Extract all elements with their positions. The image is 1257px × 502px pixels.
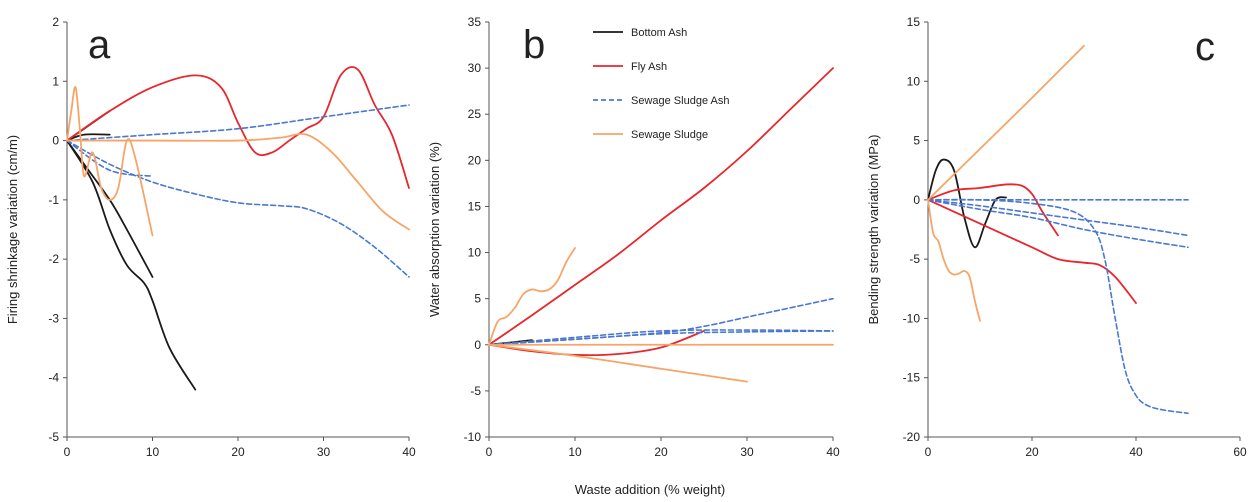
legend: Bottom Ash Fly Ash Sewage Sludge Ash Sewage… — [593, 27, 729, 141]
legend-label: Bottom Ash — [631, 27, 687, 39]
panel-b: -10 -5 0 5 10 15 20 25 30 35 0 10 20 30 40 Water absorp… — [427, 15, 840, 459]
series-line-sewage-sludge — [66, 86, 154, 237]
y-tick-label: 20 — [468, 153, 482, 167]
x-tick-label: 40 — [1129, 445, 1143, 459]
legend-label: Sewage Sludge — [631, 129, 708, 141]
panel-letter: c — [1195, 25, 1215, 69]
series-line-fly-ash — [66, 66, 410, 189]
y-tick-label: 30 — [468, 61, 482, 75]
series-line-sewage-sludge — [488, 247, 576, 346]
series-line-sewage-sludge — [66, 133, 410, 231]
series-line-sewage-sludge-ash — [927, 199, 1189, 237]
series-line-sewage-sludge — [927, 44, 1085, 201]
series-line-fly-ash — [488, 330, 705, 357]
y-tick-label: -20 — [903, 430, 921, 444]
y-tick-label: 5 — [913, 134, 920, 148]
y-tick-label: 15 — [468, 199, 482, 213]
y-tick-label: 2 — [52, 15, 59, 29]
series-line-sewage-sludge-ash — [488, 330, 834, 346]
panel-letter: b — [523, 23, 545, 67]
y-axis-label: Bending strength variation (MPa) — [866, 134, 881, 324]
series-line-sewage-sludge-ash — [66, 104, 410, 142]
y-tick-label: -15 — [903, 371, 921, 385]
y-tick-label: -5 — [48, 430, 59, 444]
x-tick-label: 0 — [486, 445, 493, 459]
series-line-sewage-sludge-ash — [488, 329, 834, 346]
y-tick-label: -3 — [48, 311, 59, 325]
y-tick-label: -10 — [464, 430, 482, 444]
series-line-sewage-sludge-ash — [488, 297, 834, 346]
legend-item: Sewage Sludge — [593, 129, 708, 141]
x-tick-label: 40 — [402, 445, 416, 459]
y-tick-label: -5 — [909, 252, 920, 266]
x-tick-label: 20 — [231, 445, 245, 459]
legend-item: Sewage Sludge Ash — [593, 95, 729, 107]
y-tick-label: -2 — [48, 252, 59, 266]
y-axis-label: Firing shrinkage variation (cm/m) — [5, 135, 20, 324]
series-line-sewage-sludge-ash — [66, 139, 410, 278]
series-line-sewage-sludge — [488, 343, 748, 383]
y-tick-label: -5 — [470, 384, 481, 398]
x-tick-label: 20 — [654, 445, 668, 459]
panel-c: -20 -15 -10 -5 0 5 10 15 0 20 40 60 Bending strength… — [866, 15, 1247, 459]
x-tick-label: 30 — [317, 445, 331, 459]
y-tick-label: 0 — [474, 338, 481, 352]
series-line-sewage-sludge-ash — [66, 139, 154, 177]
legend-item: Fly Ash — [593, 61, 667, 73]
y-tick-label: 0 — [913, 193, 920, 207]
y-tick-label: 10 — [907, 74, 921, 88]
x-tick-label: 10 — [146, 445, 160, 459]
series-line-sewage-sludge-ash — [927, 198, 1189, 415]
series-line-sewage-sludge-ash — [927, 199, 1189, 249]
x-tick-label: 20 — [1025, 445, 1039, 459]
series-line-sewage-sludge — [927, 198, 981, 322]
y-tick-label: 15 — [907, 15, 921, 29]
x-tick-label: 0 — [64, 445, 71, 459]
x-tick-label: 40 — [826, 445, 840, 459]
series-line-fly-ash — [927, 198, 1137, 304]
legend-item: Bottom Ash — [593, 27, 687, 39]
panel-letter: a — [88, 23, 111, 67]
legend-label: Fly Ash — [631, 61, 667, 73]
series-line-fly-ash — [927, 183, 1059, 237]
x-tick-label: 60 — [1233, 445, 1247, 459]
series-line-fly-ash — [488, 67, 834, 346]
y-tick-label: 1 — [52, 74, 59, 88]
y-tick-label: 0 — [52, 134, 59, 148]
y-tick-label: -10 — [903, 311, 921, 325]
y-tick-label: 25 — [468, 107, 482, 121]
y-axis-label: Water absorption variation (%) — [427, 142, 442, 317]
legend-label: Sewage Sludge Ash — [631, 95, 729, 107]
series-line-bottom-ash — [66, 139, 197, 391]
y-tick-label: 10 — [468, 246, 482, 260]
x-tick-label: 10 — [568, 445, 582, 459]
x-tick-label: 30 — [740, 445, 754, 459]
series-line-bottom-ash — [927, 158, 1007, 249]
y-tick-label: -4 — [48, 371, 59, 385]
y-tick-label: 35 — [468, 15, 482, 29]
x-tick-label: 0 — [925, 445, 932, 459]
shared-x-axis-label: Waste addition (% weight) — [575, 482, 726, 497]
y-tick-label: -1 — [48, 193, 59, 207]
y-tick-label: 5 — [474, 292, 481, 306]
